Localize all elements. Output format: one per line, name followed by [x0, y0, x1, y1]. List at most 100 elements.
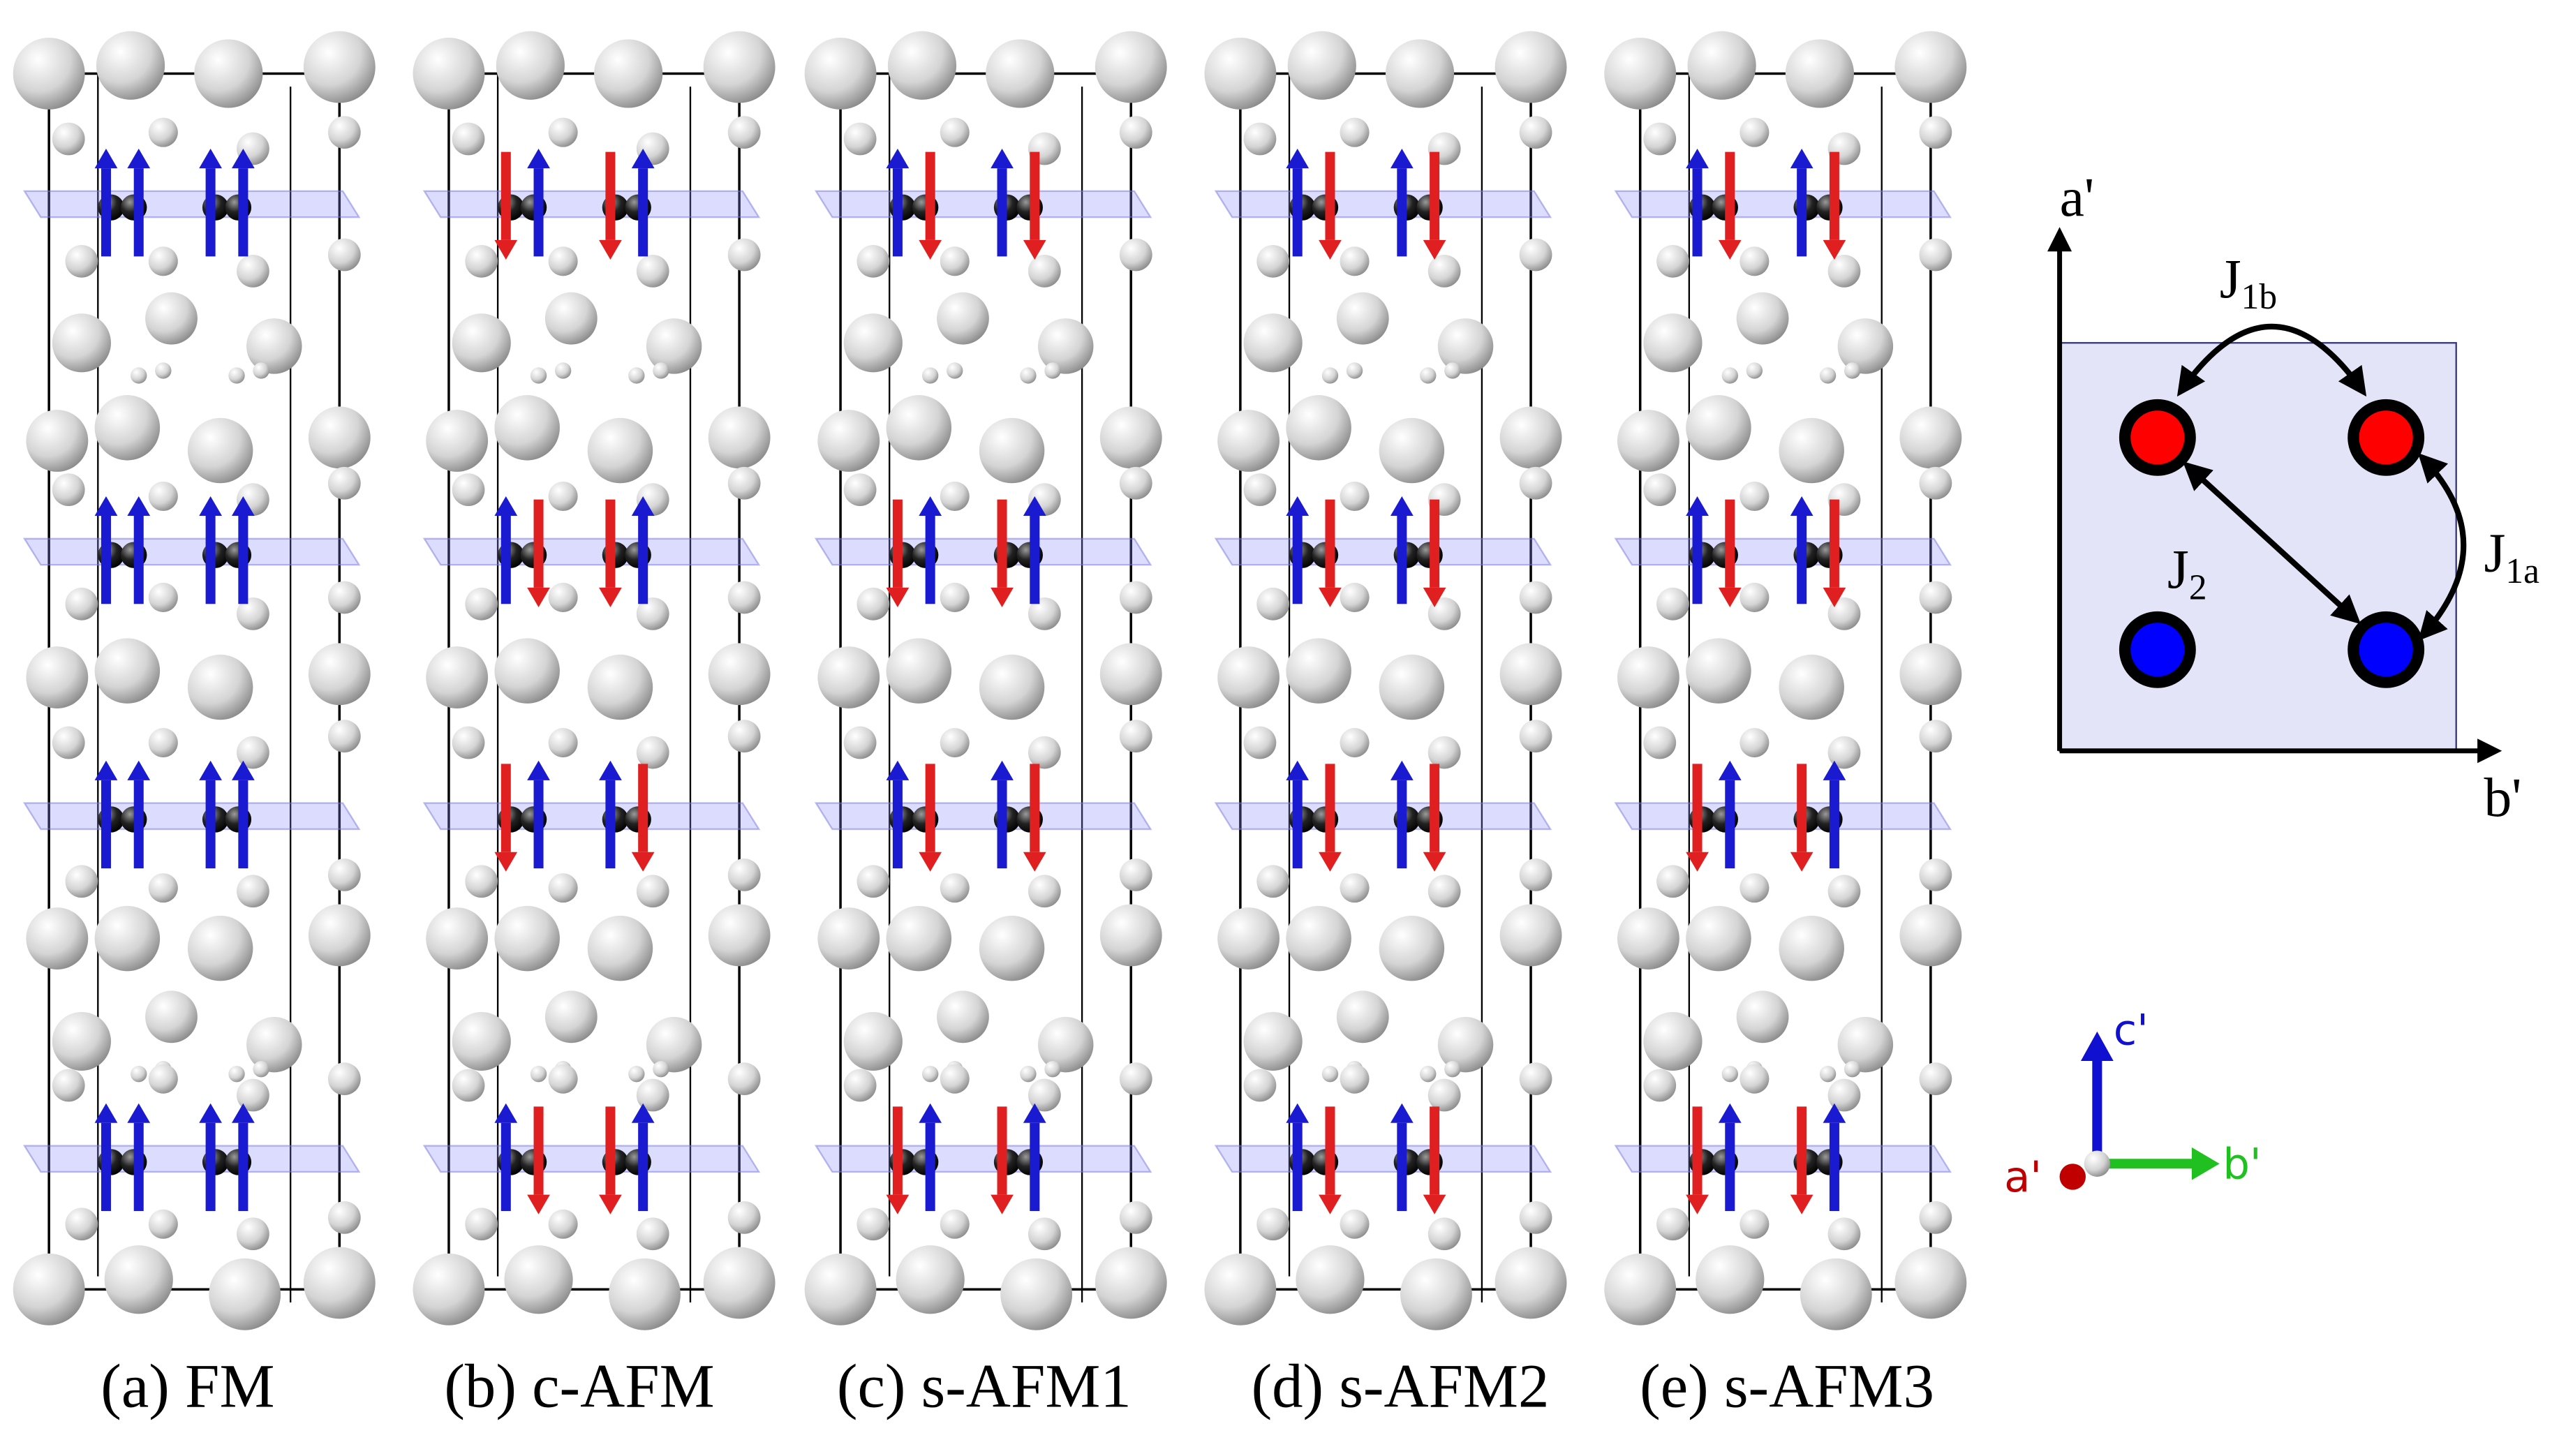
atom [65, 865, 98, 898]
spin-head [199, 149, 222, 169]
atom [1827, 1078, 1861, 1112]
spin-head [231, 760, 255, 780]
layer-plane [1614, 190, 1952, 218]
atom [628, 367, 645, 384]
atom [1379, 915, 1445, 981]
atom [530, 367, 547, 384]
atom [727, 1201, 761, 1234]
atom [452, 313, 511, 373]
atom [1286, 395, 1351, 461]
atom [1119, 466, 1152, 500]
atom [1037, 1016, 1094, 1073]
spin-head [991, 587, 1014, 607]
spin-head [631, 852, 655, 872]
atom [1494, 1247, 1567, 1319]
atom [94, 905, 161, 972]
axis-label: b' [2484, 767, 2521, 829]
spin-head [1390, 496, 1414, 517]
atom [148, 1064, 178, 1094]
atom [94, 638, 161, 704]
atom [1899, 643, 1962, 706]
spin-head [1286, 496, 1310, 517]
atom [817, 646, 880, 708]
atom [887, 31, 957, 100]
atom [148, 582, 178, 613]
atom [1837, 318, 1894, 374]
atom [1217, 907, 1280, 970]
atom [131, 1065, 147, 1083]
atom [65, 244, 98, 278]
atom [1256, 244, 1290, 278]
atom [187, 654, 253, 720]
atom [303, 1247, 376, 1319]
atom [1617, 646, 1679, 708]
atom [544, 990, 598, 1043]
layer-plane [22, 1145, 361, 1173]
layer-plane [1614, 537, 1952, 566]
atom [703, 1247, 776, 1319]
atom [609, 1258, 681, 1330]
atom [327, 238, 361, 272]
atom [1687, 31, 1756, 100]
atom [1899, 904, 1962, 967]
atom [727, 720, 761, 753]
atom [1499, 904, 1562, 967]
atom [52, 122, 85, 156]
spin-head [1823, 760, 1846, 780]
atom [148, 728, 178, 758]
atom [1686, 638, 1751, 704]
atom [1243, 122, 1277, 156]
atom [1340, 582, 1370, 613]
atom [1740, 1209, 1770, 1239]
atom [494, 395, 560, 461]
atom [1643, 726, 1677, 759]
atom [237, 1217, 269, 1251]
atom [465, 865, 498, 898]
atom [1028, 875, 1061, 908]
arrow-head [2080, 1031, 2114, 1061]
layer-plane [422, 190, 761, 218]
atom [636, 736, 669, 769]
atom [228, 367, 245, 384]
atom [921, 1065, 939, 1083]
atom [843, 313, 903, 373]
coupling-arrow [2417, 452, 2467, 641]
atom [886, 638, 952, 704]
atom [843, 122, 877, 156]
coupling-arrow [2176, 323, 2367, 397]
atom [1499, 643, 1562, 706]
atom [327, 1062, 361, 1096]
atom [1095, 1247, 1167, 1319]
spin-head [1686, 1194, 1709, 1214]
layer-plane [22, 537, 361, 566]
atom [237, 1078, 269, 1112]
atom [1020, 367, 1037, 384]
spin-head [886, 760, 910, 780]
spin-head [231, 149, 255, 169]
atom [452, 122, 485, 156]
spin-head [1286, 1103, 1310, 1123]
atom [1785, 39, 1854, 108]
layer-plane [814, 802, 1152, 831]
spin-head [599, 1194, 622, 1214]
atom [1779, 417, 1844, 484]
spin-head [527, 149, 550, 169]
atom [1119, 859, 1152, 891]
atom [452, 473, 485, 507]
atom [1444, 1060, 1461, 1078]
atom [1340, 481, 1370, 512]
atom [1696, 1245, 1765, 1314]
symbol: J [2167, 539, 2189, 600]
atom [1444, 362, 1461, 379]
atom [209, 1258, 281, 1330]
caption: (a) FM [101, 1353, 274, 1421]
atom [1119, 238, 1152, 272]
atom [327, 720, 361, 753]
atom [940, 1209, 970, 1239]
spin-head [527, 760, 550, 780]
spin-head [991, 1194, 1014, 1214]
atom [1256, 865, 1290, 898]
atom [26, 410, 89, 472]
atom [548, 728, 578, 758]
atom [1604, 1253, 1677, 1325]
